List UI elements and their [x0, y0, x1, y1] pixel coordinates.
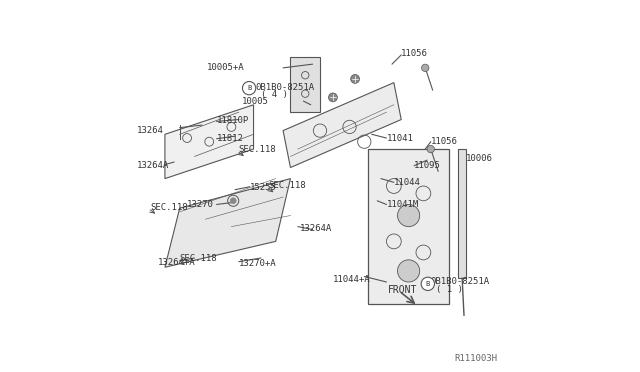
Text: 13264: 13264: [137, 126, 164, 135]
Circle shape: [397, 260, 420, 282]
Text: 10006: 10006: [466, 154, 493, 163]
Text: 11056: 11056: [401, 49, 428, 58]
Polygon shape: [165, 179, 291, 267]
Polygon shape: [283, 83, 401, 167]
Circle shape: [230, 198, 236, 204]
Polygon shape: [291, 57, 320, 112]
Text: 13270+A: 13270+A: [239, 259, 276, 268]
Circle shape: [243, 81, 256, 95]
Circle shape: [397, 205, 420, 227]
Text: 15255: 15255: [250, 183, 276, 192]
Text: 11095: 11095: [414, 161, 441, 170]
Polygon shape: [368, 149, 449, 304]
Text: 0B1B0-8251A: 0B1B0-8251A: [255, 83, 314, 92]
Circle shape: [422, 64, 429, 71]
Polygon shape: [458, 149, 466, 278]
Text: B: B: [247, 85, 252, 91]
Text: 11041M: 11041M: [387, 200, 419, 209]
Text: 11812: 11812: [216, 134, 243, 143]
Text: 0B1B0-8251A: 0B1B0-8251A: [431, 278, 490, 286]
Polygon shape: [165, 105, 253, 179]
Circle shape: [421, 277, 435, 291]
Text: ( 4 ): ( 4 ): [261, 90, 288, 99]
Circle shape: [427, 145, 435, 153]
Text: 11044+A: 11044+A: [333, 275, 371, 283]
Text: FRONT: FRONT: [388, 285, 418, 295]
Text: 13264+A: 13264+A: [157, 258, 195, 267]
Text: 13270: 13270: [187, 200, 214, 209]
Text: SEC.118: SEC.118: [268, 182, 306, 190]
Text: SEC.118: SEC.118: [180, 254, 218, 263]
Text: 13264A: 13264A: [300, 224, 332, 233]
Text: 11041: 11041: [387, 134, 413, 142]
Text: R111003H: R111003H: [454, 354, 497, 363]
Text: ( 1 ): ( 1 ): [436, 285, 463, 294]
Circle shape: [351, 74, 360, 83]
Text: B: B: [426, 281, 430, 287]
Text: 10005: 10005: [241, 97, 268, 106]
Text: SEC.118: SEC.118: [239, 145, 276, 154]
Text: 11044: 11044: [394, 178, 420, 187]
Text: 13264A: 13264A: [137, 161, 170, 170]
Text: SEC.118: SEC.118: [150, 203, 188, 212]
Text: 11056: 11056: [431, 137, 458, 146]
Circle shape: [328, 93, 337, 102]
Text: 10005+A: 10005+A: [207, 63, 244, 72]
Text: 11810P: 11810P: [216, 116, 249, 125]
